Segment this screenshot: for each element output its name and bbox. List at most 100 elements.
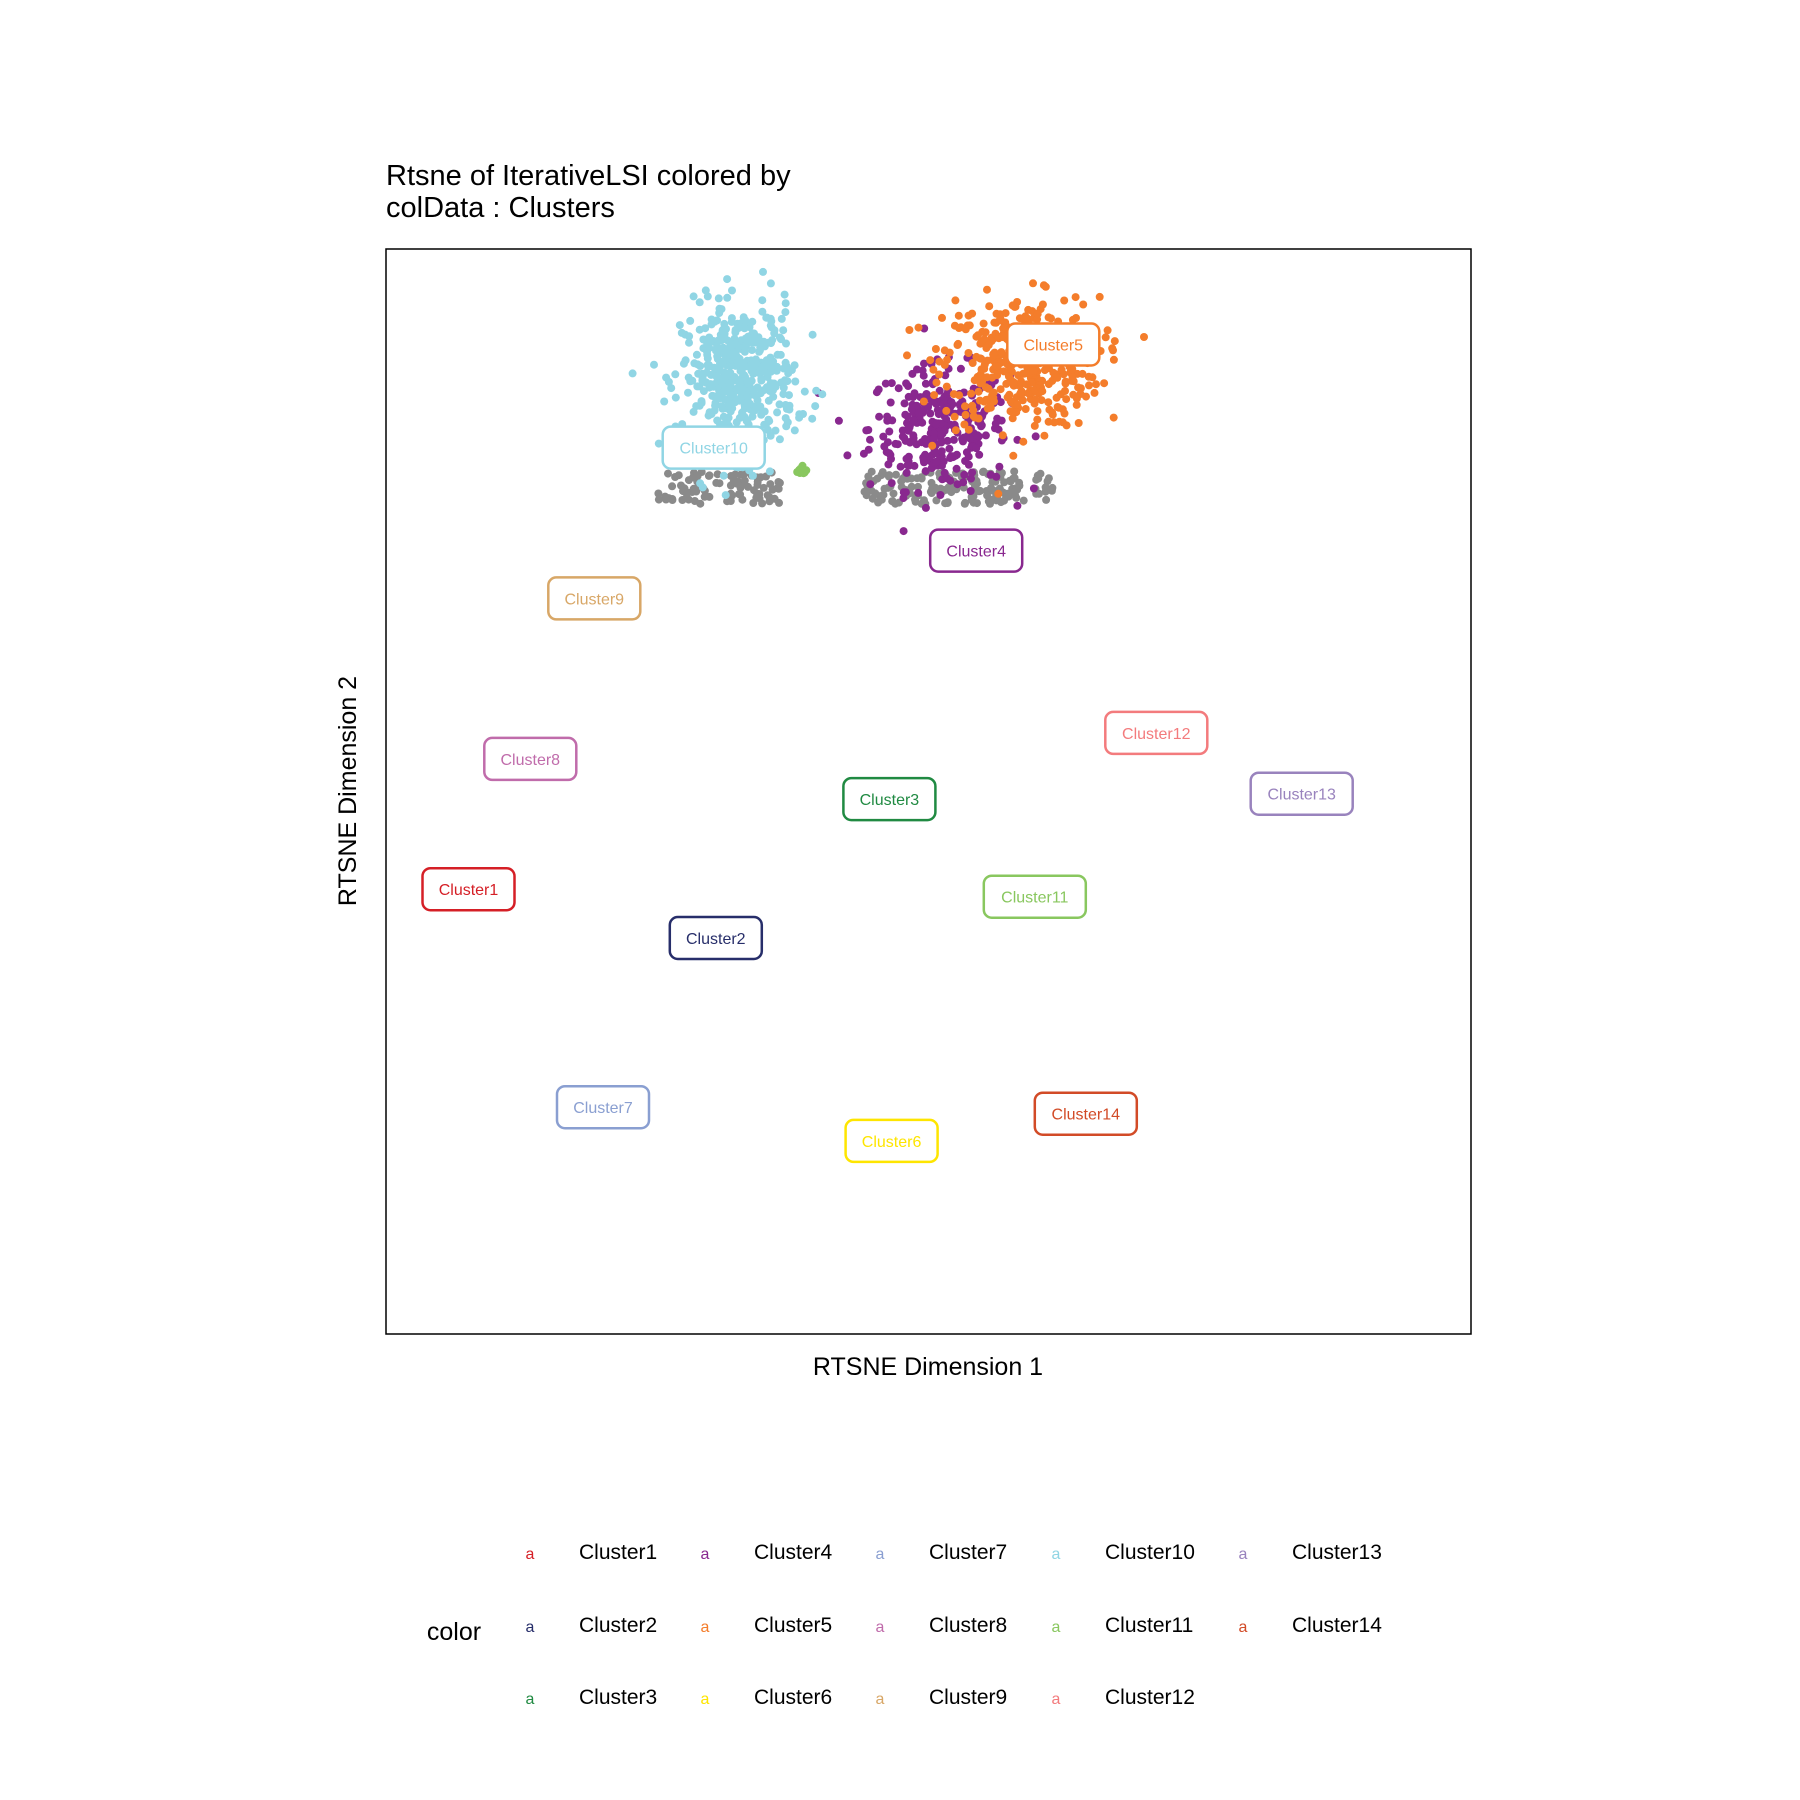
legend-label: Cluster8 bbox=[929, 1614, 1007, 1637]
point-cluster10 bbox=[702, 378, 711, 387]
point-cluster5 bbox=[928, 441, 937, 450]
cluster-label-text: Cluster7 bbox=[573, 1100, 633, 1117]
point-unassigned bbox=[884, 472, 893, 481]
cluster-label-box bbox=[842, 776, 937, 822]
point-cluster10 bbox=[707, 410, 716, 418]
legend-label: Cluster10 bbox=[1105, 1541, 1195, 1564]
point-cluster10 bbox=[743, 401, 752, 410]
point-cluster5 bbox=[1033, 415, 1042, 424]
point-cluster10 bbox=[770, 329, 779, 338]
point-cluster5 bbox=[979, 319, 988, 328]
legend-item-cluster10: a Cluster10 bbox=[1052, 1541, 1195, 1564]
cluster-label-cluster9: Cluster9 bbox=[547, 576, 642, 621]
point-cluster10 bbox=[712, 345, 721, 353]
point-cluster5 bbox=[1038, 387, 1047, 396]
point-cluster4 bbox=[995, 462, 1004, 471]
point-cluster10 bbox=[714, 294, 723, 303]
point-cluster4 bbox=[887, 379, 896, 388]
cluster-label-box bbox=[668, 915, 764, 961]
cluster-label-box bbox=[928, 528, 1024, 573]
point-cluster10 bbox=[689, 292, 698, 301]
legend-item-cluster11: a Cluster11 bbox=[1052, 1614, 1194, 1637]
point-cluster10 bbox=[781, 414, 790, 423]
legend-key: a bbox=[1239, 1619, 1248, 1636]
point-cluster10 bbox=[726, 389, 735, 398]
point-cluster10 bbox=[654, 439, 663, 448]
point-unassigned bbox=[723, 497, 732, 506]
legend-label: Cluster5 bbox=[754, 1614, 832, 1637]
point-cluster10 bbox=[766, 279, 775, 288]
point-cluster10 bbox=[702, 368, 711, 377]
cluster-label-text: Cluster6 bbox=[862, 1134, 922, 1151]
point-cluster4 bbox=[912, 440, 921, 449]
point-cluster4 bbox=[934, 410, 943, 419]
point-cluster10 bbox=[727, 317, 736, 326]
point-cluster5 bbox=[929, 365, 938, 374]
point-cluster4 bbox=[1031, 432, 1040, 441]
point-cluster4 bbox=[953, 480, 962, 489]
point-cluster5 bbox=[1038, 300, 1047, 309]
cluster-label-cluster1: Cluster1 bbox=[421, 866, 516, 912]
point-cluster5 bbox=[997, 348, 1006, 357]
point-cluster4 bbox=[966, 487, 975, 495]
point-cluster10 bbox=[756, 402, 765, 411]
point-cluster4 bbox=[907, 405, 916, 414]
point-cluster5 bbox=[1109, 355, 1118, 364]
point-cluster10 bbox=[690, 359, 699, 368]
point-cluster4 bbox=[904, 392, 913, 401]
point-cluster4 bbox=[932, 457, 941, 466]
point-unassigned bbox=[671, 473, 680, 481]
point-cluster10 bbox=[764, 396, 773, 405]
point-cluster5 bbox=[969, 406, 978, 415]
cluster-label-cluster6: Cluster6 bbox=[844, 1118, 939, 1164]
point-unassigned bbox=[988, 486, 997, 495]
point-unassigned bbox=[749, 499, 758, 507]
point-cluster5 bbox=[1029, 367, 1038, 376]
point-unassigned bbox=[983, 491, 992, 500]
point-unassigned bbox=[1000, 496, 1008, 505]
legend-item-cluster13: a Cluster13 bbox=[1239, 1541, 1382, 1564]
point-unassigned bbox=[927, 489, 936, 497]
point-cluster4 bbox=[900, 434, 909, 443]
point-cluster5 bbox=[998, 332, 1007, 341]
point-cluster4 bbox=[864, 445, 873, 454]
legend-key: a bbox=[876, 1691, 885, 1708]
point-cluster4 bbox=[981, 431, 990, 440]
point-cluster10 bbox=[717, 336, 726, 345]
point-cluster4 bbox=[938, 461, 946, 470]
cluster-label-box bbox=[661, 425, 766, 470]
point-cluster5 bbox=[1061, 387, 1069, 395]
point-cluster4 bbox=[929, 434, 938, 443]
point-cluster5 bbox=[1002, 379, 1011, 388]
point-unassigned bbox=[1042, 495, 1051, 504]
cluster-label-box bbox=[555, 1084, 651, 1130]
cluster-label-text: Cluster3 bbox=[860, 792, 920, 809]
cluster-label-cluster8: Cluster8 bbox=[483, 736, 578, 782]
legend-key: a bbox=[1239, 1546, 1248, 1563]
plot-panel-border bbox=[385, 248, 1472, 1335]
point-cluster4 bbox=[966, 434, 975, 443]
point-cluster10 bbox=[753, 383, 762, 392]
legend-item-cluster14: a Cluster14 bbox=[1239, 1614, 1383, 1637]
cluster-label-text: Cluster4 bbox=[946, 544, 1006, 561]
point-cluster5 bbox=[932, 378, 941, 387]
point-unassigned bbox=[984, 497, 993, 506]
point-cluster10 bbox=[712, 372, 721, 381]
point-cluster5 bbox=[980, 335, 989, 344]
point-cluster10 bbox=[747, 337, 756, 346]
point-cluster4 bbox=[900, 399, 909, 408]
point-cluster4 bbox=[896, 462, 905, 471]
point-unassigned bbox=[911, 497, 920, 506]
point-unassigned bbox=[736, 483, 745, 492]
cluster-label-cluster5: Cluster5 bbox=[1006, 322, 1101, 367]
point-cluster10 bbox=[681, 356, 690, 365]
point-cluster4 bbox=[964, 460, 973, 469]
legend-key: a bbox=[526, 1619, 535, 1636]
point-cluster5 bbox=[1071, 293, 1080, 302]
point-cluster5 bbox=[1008, 414, 1017, 423]
point-cluster10 bbox=[693, 382, 702, 391]
point-unassigned bbox=[860, 487, 869, 496]
point-cluster10 bbox=[719, 376, 728, 385]
point-unassigned bbox=[1012, 493, 1021, 502]
point-cluster5 bbox=[964, 349, 973, 357]
